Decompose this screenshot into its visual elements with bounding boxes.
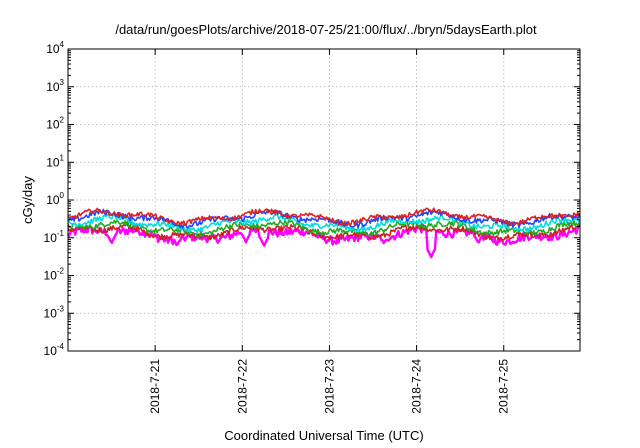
y-tick-label: 10-1 — [44, 229, 65, 245]
y-tick-label: 102 — [46, 116, 64, 132]
series-line — [67, 219, 581, 238]
y-axis-label: cGy/day — [20, 176, 35, 224]
y-tick-label: 10-2 — [44, 267, 65, 283]
x-axis-label: Coordinated Universal Time (UTC) — [224, 428, 423, 443]
chart-title: /data/run/goesPlots/archive/2018-07-25/2… — [115, 22, 537, 37]
x-axis-ticks: 2018-7-21 2018-7-22 2018-7-23 2018-7-24 2018… — [148, 49, 511, 414]
y-tick-label: 10-4 — [44, 342, 65, 358]
x-tick-label: 2018-7-21 — [148, 359, 162, 414]
x-tick-label: 2018-7-24 — [410, 359, 424, 414]
x-tick-label: 2018-7-22 — [235, 359, 249, 414]
x-tick-label: 2018-7-25 — [497, 359, 511, 414]
series-line — [67, 207, 581, 227]
y-tick-label: 104 — [46, 40, 64, 56]
y-axis-ticks: 10-4 10-3 10-2 10-1 100 101 102 103 104 — [44, 40, 580, 358]
grid-lines — [68, 49, 580, 351]
plot-series — [66, 207, 581, 259]
y-tick-label: 100 — [46, 191, 64, 207]
y-tick-label: 101 — [46, 153, 64, 169]
series-line — [67, 213, 581, 234]
x-tick-label: 2018-7-23 — [322, 359, 336, 414]
y-tick-label: 103 — [46, 78, 64, 94]
y-tick-label: 10-3 — [44, 304, 65, 320]
series-line — [67, 222, 581, 242]
